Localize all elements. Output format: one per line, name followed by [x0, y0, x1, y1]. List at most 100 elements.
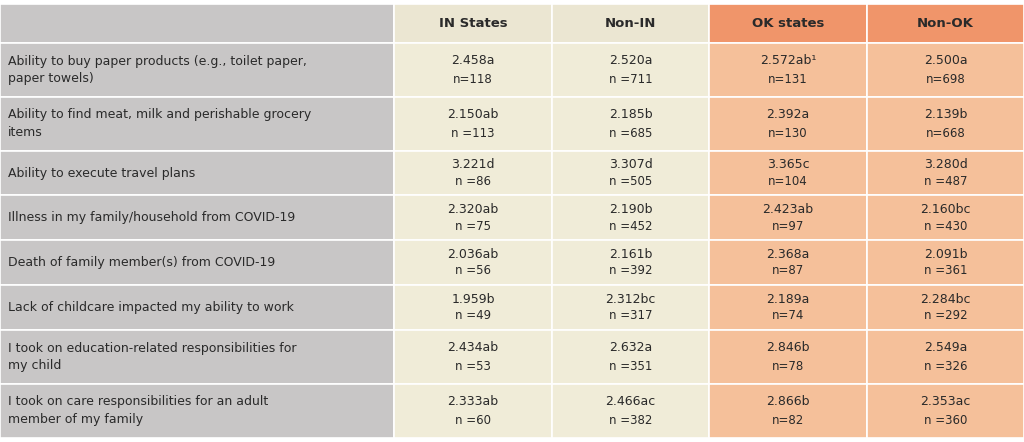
Text: 2.185b: 2.185b — [608, 107, 652, 121]
Bar — [552, 195, 710, 240]
Bar — [866, 384, 1024, 438]
Text: Death of family member(s) from COVID-19: Death of family member(s) from COVID-19 — [8, 256, 275, 269]
Text: n=97: n=97 — [772, 220, 804, 232]
Text: n =360: n =360 — [924, 414, 967, 427]
Bar — [0, 240, 394, 285]
Bar — [552, 4, 710, 43]
Text: 2.846b: 2.846b — [766, 341, 810, 354]
Bar — [394, 43, 552, 97]
Text: n =487: n =487 — [924, 175, 968, 187]
Text: n=78: n=78 — [772, 360, 804, 373]
Text: 2.139b: 2.139b — [924, 107, 967, 121]
Text: 2.312bc: 2.312bc — [605, 293, 655, 306]
Bar — [710, 384, 866, 438]
Bar — [710, 285, 866, 330]
Text: n =56: n =56 — [455, 264, 490, 278]
Text: 2.189a: 2.189a — [766, 293, 810, 306]
Bar — [394, 240, 552, 285]
Bar — [710, 195, 866, 240]
Text: n =292: n =292 — [924, 309, 968, 322]
Bar — [394, 330, 552, 384]
Text: n=131: n=131 — [768, 73, 808, 86]
Bar — [552, 43, 710, 97]
Text: n =60: n =60 — [455, 414, 490, 427]
Text: Ability to find meat, milk and perishable grocery
items: Ability to find meat, milk and perishabl… — [8, 108, 311, 139]
Text: I took on care responsibilities for an adult
member of my family: I took on care responsibilities for an a… — [8, 396, 268, 426]
Text: n=87: n=87 — [772, 264, 804, 278]
Bar — [0, 4, 394, 43]
Text: n =317: n =317 — [608, 309, 652, 322]
Text: 2.368a: 2.368a — [766, 248, 810, 261]
Text: n=82: n=82 — [772, 414, 804, 427]
Text: n =711: n =711 — [608, 73, 652, 86]
Text: 2.091b: 2.091b — [924, 248, 968, 261]
Text: 1.959b: 1.959b — [452, 293, 495, 306]
Bar — [0, 97, 394, 151]
Bar — [710, 330, 866, 384]
Text: 2.392a: 2.392a — [766, 107, 810, 121]
Text: Non-OK: Non-OK — [918, 17, 974, 30]
Text: 2.434ab: 2.434ab — [447, 341, 499, 354]
Bar — [710, 4, 866, 43]
Bar — [552, 330, 710, 384]
Text: n =430: n =430 — [924, 220, 967, 232]
Text: Illness in my family/household from COVID-19: Illness in my family/household from COVI… — [8, 211, 296, 225]
Text: 2.632a: 2.632a — [609, 341, 652, 354]
Bar — [0, 384, 394, 438]
Text: 2.161b: 2.161b — [609, 248, 652, 261]
Text: 2.284bc: 2.284bc — [921, 293, 971, 306]
Text: 2.190b: 2.190b — [608, 203, 652, 216]
Bar — [394, 4, 552, 43]
Text: 2.150ab: 2.150ab — [447, 107, 499, 121]
Text: 3.280d: 3.280d — [924, 158, 968, 171]
Bar — [394, 285, 552, 330]
Text: n =382: n =382 — [609, 414, 652, 427]
Bar — [710, 43, 866, 97]
Text: Non-IN: Non-IN — [605, 17, 656, 30]
Text: n =326: n =326 — [924, 360, 968, 373]
Bar — [710, 151, 866, 195]
Text: 2.160bc: 2.160bc — [921, 203, 971, 216]
Text: n=118: n=118 — [453, 73, 493, 86]
Bar — [394, 97, 552, 151]
Bar — [866, 4, 1024, 43]
Text: OK states: OK states — [752, 17, 824, 30]
Text: 2.466ac: 2.466ac — [605, 395, 655, 408]
Text: 2.353ac: 2.353ac — [921, 395, 971, 408]
Bar — [0, 43, 394, 97]
Text: n =351: n =351 — [609, 360, 652, 373]
Text: 2.333ab: 2.333ab — [447, 395, 499, 408]
Bar — [866, 151, 1024, 195]
Text: n =113: n =113 — [452, 127, 495, 140]
Bar — [552, 384, 710, 438]
Text: 2.423ab: 2.423ab — [763, 203, 813, 216]
Bar — [394, 195, 552, 240]
Bar — [866, 285, 1024, 330]
Text: I took on education-related responsibilities for
my child: I took on education-related responsibili… — [8, 342, 297, 372]
Text: n =86: n =86 — [455, 175, 490, 187]
Bar — [866, 97, 1024, 151]
Text: n=698: n=698 — [926, 73, 966, 86]
Bar — [710, 240, 866, 285]
Bar — [866, 330, 1024, 384]
Bar — [552, 97, 710, 151]
Bar — [0, 285, 394, 330]
Text: 2.520a: 2.520a — [608, 54, 652, 67]
Text: 3.365c: 3.365c — [767, 158, 809, 171]
Text: n =685: n =685 — [609, 127, 652, 140]
Text: 2.036ab: 2.036ab — [447, 248, 499, 261]
Bar — [552, 285, 710, 330]
Bar — [866, 43, 1024, 97]
Text: 2.320ab: 2.320ab — [447, 203, 499, 216]
Bar — [0, 195, 394, 240]
Text: 3.221d: 3.221d — [452, 158, 495, 171]
Bar — [0, 151, 394, 195]
Text: IN States: IN States — [438, 17, 507, 30]
Text: Ability to execute travel plans: Ability to execute travel plans — [8, 167, 196, 179]
Text: n =53: n =53 — [455, 360, 490, 373]
Text: 2.500a: 2.500a — [924, 54, 968, 67]
Text: 2.572ab¹: 2.572ab¹ — [760, 54, 816, 67]
Text: n =75: n =75 — [455, 220, 490, 232]
Text: n =49: n =49 — [455, 309, 492, 322]
Text: 2.866b: 2.866b — [766, 395, 810, 408]
